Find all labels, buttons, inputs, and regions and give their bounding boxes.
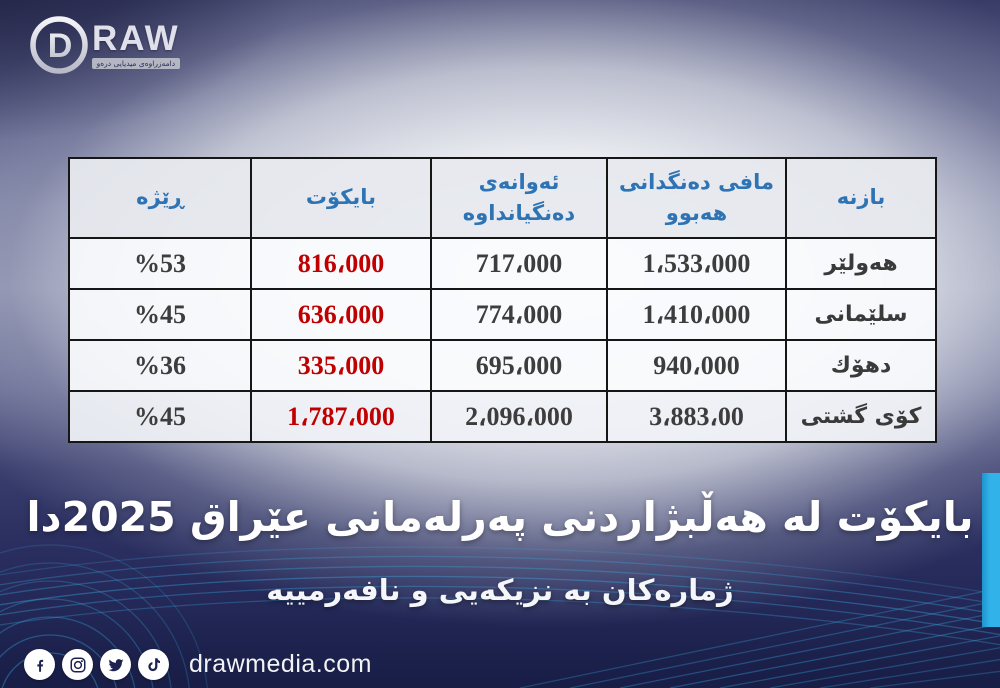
cell-eligible: 1،533،000 — [606, 237, 787, 290]
cell-rate: %45 — [68, 390, 252, 443]
draw-logo-wordmark: RAW — [92, 19, 180, 58]
right-accent-bar — [982, 473, 1000, 627]
cell-zone: دهۆك — [785, 339, 937, 392]
cell-voted: 2،096،000 — [430, 390, 608, 443]
cell-zone: سلێمانی — [785, 288, 937, 341]
col-header-eligible: مافی دەنگدانی هەبوو — [606, 157, 787, 239]
tiktok-icon[interactable] — [138, 649, 169, 680]
draw-logo-text-block: RAW دامەزراوەی میدیایی درەو — [92, 19, 180, 69]
cell-eligible: 3،883،00 — [606, 390, 787, 443]
website-url[interactable]: drawmedia.com — [189, 650, 372, 678]
cell-rate: %53 — [68, 237, 252, 290]
draw-logo: D RAW دامەزراوەی میدیایی درەو — [28, 14, 180, 76]
social-icons — [24, 649, 169, 680]
footer-shade — [0, 610, 1000, 688]
cell-eligible: 1،410،000 — [606, 288, 787, 341]
cell-zone: هەولێر — [785, 237, 937, 290]
cell-voted: 717،000 — [430, 237, 608, 290]
draw-logo-tagline: دامەزراوەی میدیایی درەو — [92, 58, 180, 69]
cell-rate: %45 — [68, 288, 252, 341]
col-header-voted: ئەوانەی دەنگیانداوە — [430, 157, 608, 239]
cell-boycott: 1،787،000 — [250, 390, 432, 443]
main-title: بایکۆت لە هەڵبژاردنی پەرلەمانی عێراق 202… — [26, 493, 974, 541]
cell-boycott: 816،000 — [250, 237, 432, 290]
twitter-icon[interactable] — [100, 649, 131, 680]
table-row-total: كۆی گشتی 3،883،00 2،096،000 1،787،000 %4… — [68, 390, 937, 443]
footer-bar: drawmedia.com — [24, 649, 372, 680]
cell-boycott: 636،000 — [250, 288, 432, 341]
table-row: دهۆك 940،000 695،000 335،000 %36 — [68, 339, 937, 392]
facebook-icon[interactable] — [24, 649, 55, 680]
table-row: هەولێر 1،533،000 717،000 816،000 %53 — [68, 237, 937, 290]
draw-logo-letter: D — [48, 27, 73, 65]
draw-logo-d-icon: D — [30, 16, 88, 74]
table-header-row: بازنە مافی دەنگدانی هەبوو ئەوانەی دەنگیا… — [68, 157, 937, 239]
cell-eligible: 940،000 — [606, 339, 787, 392]
instagram-icon[interactable] — [62, 649, 93, 680]
col-header-boycott: بایکۆت — [250, 157, 432, 239]
cell-boycott: 335،000 — [250, 339, 432, 392]
boycott-table: بازنە مافی دەنگدانی هەبوو ئەوانەی دەنگیا… — [68, 157, 937, 443]
col-header-rate: ڕێژە — [68, 157, 252, 239]
cell-rate: %36 — [68, 339, 252, 392]
subtitle-note: ژمارەکان بە نزیکەیی و نافەرمییە — [266, 573, 734, 607]
cell-voted: 774،000 — [430, 288, 608, 341]
table-row: سلێمانی 1،410،000 774،000 636،000 %45 — [68, 288, 937, 341]
wave-pattern-decoration — [0, 544, 1000, 688]
cell-zone: كۆی گشتی — [785, 390, 937, 443]
col-header-zone: بازنە — [785, 157, 937, 239]
cell-voted: 695،000 — [430, 339, 608, 392]
